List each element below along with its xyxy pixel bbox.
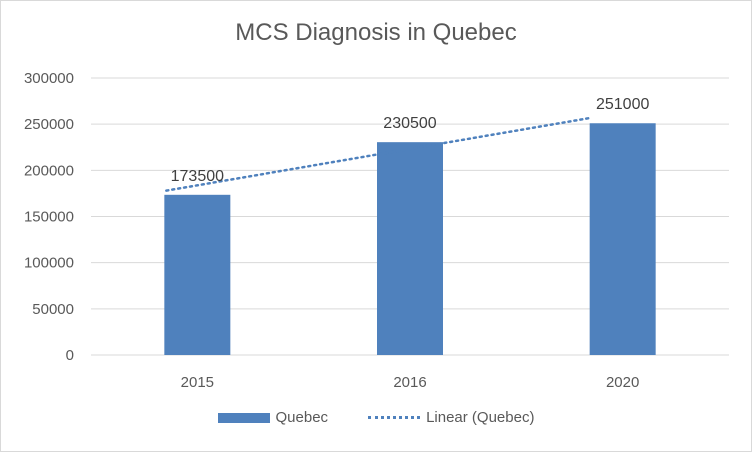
bar <box>164 194 231 355</box>
legend-label-linear: Linear (Quebec) <box>426 409 535 426</box>
bar <box>589 123 656 355</box>
legend-bar-swatch <box>217 412 270 423</box>
y-tick-label: 200000 <box>24 162 74 179</box>
chart-title: MCS Diagnosis in Quebec <box>235 19 517 46</box>
bar <box>377 142 443 355</box>
y-tick-label: 100000 <box>24 255 74 272</box>
x-tick-label: 2020 <box>606 374 639 391</box>
y-tick-label: 250000 <box>24 116 74 133</box>
data-label: 251000 <box>596 96 649 113</box>
y-tick-label: 150000 <box>24 209 74 226</box>
legend-label-quebec: Quebec <box>275 409 329 426</box>
trendline <box>165 116 593 192</box>
legend-item-quebec: Quebec <box>217 409 329 426</box>
x-tick-label: 2016 <box>393 374 426 391</box>
data-label: 230500 <box>383 115 436 132</box>
y-tick-label: 300000 <box>24 70 74 87</box>
y-tick-label: 0 <box>66 347 74 364</box>
chart-legend: Quebec Linear (Quebec) <box>1 409 751 426</box>
x-tick-label: 2015 <box>181 374 214 391</box>
data-label: 173500 <box>171 168 224 185</box>
legend-item-linear: Linear (Quebec) <box>368 409 534 426</box>
legend-trendline-swatch <box>368 416 421 419</box>
y-tick-label: 50000 <box>32 301 74 318</box>
